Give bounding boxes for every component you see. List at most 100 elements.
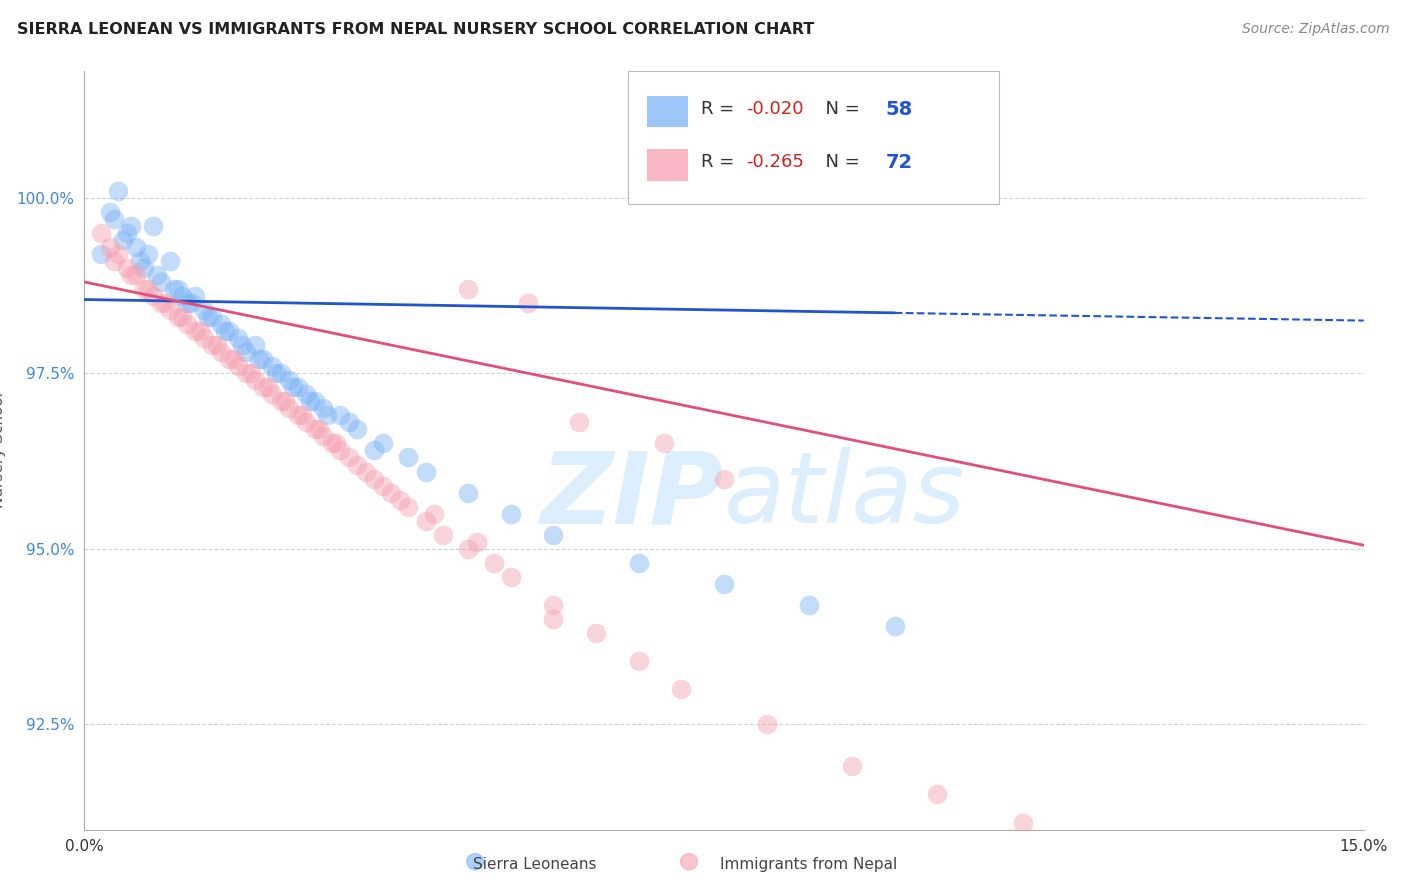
- Point: [176, 317, 198, 331]
- Point: [1011, 815, 1033, 830]
- Point: [283, 380, 305, 394]
- Point: [138, 247, 160, 261]
- Point: [98, 204, 121, 219]
- Point: [218, 324, 240, 338]
- Point: [201, 310, 224, 324]
- Point: [755, 717, 778, 731]
- Point: [167, 310, 190, 324]
- Point: [103, 253, 125, 268]
- Point: [308, 422, 330, 436]
- Point: [321, 436, 343, 450]
- Point: [111, 233, 134, 247]
- Point: [172, 289, 194, 303]
- Point: [270, 394, 292, 409]
- Point: [398, 450, 420, 465]
- Text: SIERRA LEONEAN VS IMMIGRANTS FROM NEPAL NURSERY SCHOOL CORRELATION CHART: SIERRA LEONEAN VS IMMIGRANTS FROM NEPAL …: [17, 22, 814, 37]
- Point: [304, 394, 326, 409]
- Point: [654, 436, 676, 450]
- Point: [214, 324, 236, 338]
- Point: [256, 380, 278, 394]
- Point: [239, 366, 262, 380]
- Point: [380, 485, 402, 500]
- Point: [90, 247, 112, 261]
- Point: [235, 366, 257, 380]
- FancyBboxPatch shape: [628, 71, 1000, 204]
- Point: [423, 507, 446, 521]
- Point: [146, 268, 169, 282]
- Point: [713, 577, 735, 591]
- Point: [243, 373, 266, 387]
- Text: R =: R =: [702, 100, 740, 119]
- Point: [543, 598, 565, 612]
- Point: [316, 409, 339, 423]
- Point: [209, 345, 232, 359]
- Point: [197, 310, 219, 324]
- Point: [142, 289, 165, 303]
- Point: [713, 471, 735, 485]
- Point: [163, 282, 186, 296]
- Point: [167, 282, 190, 296]
- Point: [295, 416, 318, 430]
- Point: [927, 788, 949, 802]
- Point: [201, 338, 224, 352]
- Point: [287, 380, 309, 394]
- Point: [138, 282, 160, 296]
- Point: [120, 268, 142, 282]
- Point: [278, 373, 301, 387]
- Text: -0.020: -0.020: [745, 100, 803, 119]
- Point: [260, 359, 283, 374]
- Text: -0.265: -0.265: [745, 153, 804, 171]
- Point: [128, 253, 150, 268]
- Point: [180, 296, 202, 310]
- FancyBboxPatch shape: [647, 95, 689, 128]
- Point: [172, 310, 194, 324]
- Point: [209, 317, 232, 331]
- Text: N =: N =: [814, 153, 865, 171]
- Point: [278, 401, 301, 416]
- Point: [150, 275, 173, 289]
- Text: 72: 72: [886, 153, 912, 172]
- Point: [103, 211, 125, 226]
- Point: [115, 226, 138, 240]
- Point: [287, 409, 309, 423]
- Point: [184, 324, 207, 338]
- Point: [415, 514, 437, 528]
- Point: [627, 654, 650, 668]
- Point: [193, 331, 215, 345]
- Text: atlas: atlas: [724, 448, 966, 544]
- Point: [465, 534, 488, 549]
- Point: [482, 556, 505, 570]
- Point: [346, 458, 368, 472]
- Point: [176, 296, 198, 310]
- Point: [363, 443, 385, 458]
- Point: [260, 387, 283, 401]
- Point: [299, 394, 322, 409]
- Point: [247, 352, 270, 367]
- Text: 58: 58: [886, 100, 912, 119]
- Point: [568, 416, 591, 430]
- Text: N =: N =: [814, 100, 865, 119]
- Point: [457, 282, 479, 296]
- Point: [671, 682, 693, 697]
- Point: [585, 626, 607, 640]
- Point: [499, 507, 522, 521]
- Point: [107, 184, 129, 198]
- Point: [346, 422, 368, 436]
- Point: [252, 380, 274, 394]
- Point: [98, 240, 121, 254]
- Point: [107, 247, 129, 261]
- Point: [457, 485, 479, 500]
- Point: [883, 619, 905, 633]
- Point: [415, 465, 437, 479]
- Point: [371, 478, 394, 492]
- Text: Sierra Leoneans: Sierra Leoneans: [472, 857, 596, 872]
- Point: [159, 253, 181, 268]
- Point: [516, 296, 538, 310]
- Point: [231, 338, 253, 352]
- Point: [337, 450, 360, 465]
- Point: [295, 387, 318, 401]
- Point: [337, 416, 360, 430]
- Point: [218, 352, 240, 367]
- Point: [291, 409, 314, 423]
- Point: [124, 240, 146, 254]
